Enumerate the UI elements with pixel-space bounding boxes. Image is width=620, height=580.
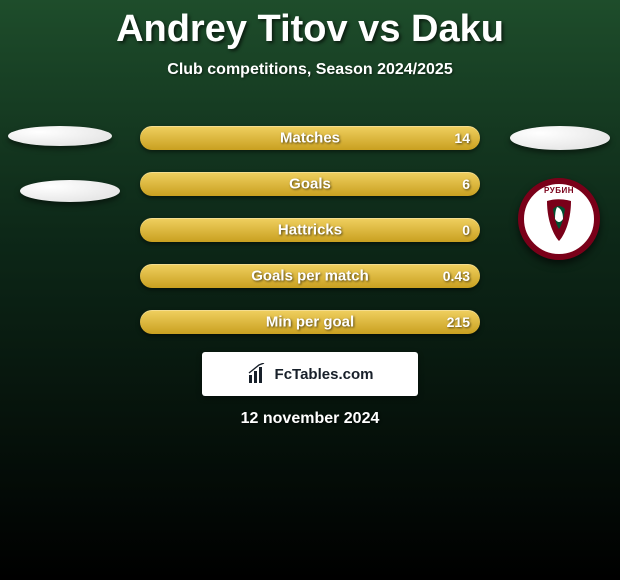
bar-chart-icon <box>247 363 269 385</box>
right-ellipse <box>510 126 610 150</box>
bar-value: 0 <box>462 222 470 238</box>
bar-label: Min per goal <box>266 314 354 331</box>
left-ellipse-2 <box>20 180 120 202</box>
page-title: Andrey Titov vs Daku <box>0 0 620 51</box>
club-badge: РУБИН <box>518 178 600 260</box>
bar-label: Hattricks <box>278 222 342 239</box>
subtitle: Club competitions, Season 2024/2025 <box>0 61 620 79</box>
bar-hattricks: Hattricks 0 <box>140 218 480 242</box>
date: 12 november 2024 <box>0 410 620 428</box>
bar-label: Goals per match <box>251 268 369 285</box>
stat-bars: Matches 14 Goals 6 Hattricks 0 Goals per… <box>140 126 480 356</box>
left-ellipse-1 <box>8 126 112 146</box>
bar-goals-per-match: Goals per match 0.43 <box>140 264 480 288</box>
bar-value: 215 <box>447 314 470 330</box>
bar-label: Goals <box>289 176 331 193</box>
bar-matches: Matches 14 <box>140 126 480 150</box>
club-crest-icon <box>529 189 589 249</box>
bar-value: 14 <box>454 130 470 146</box>
club-badge-text: РУБИН <box>524 186 594 195</box>
bar-min-per-goal: Min per goal 215 <box>140 310 480 334</box>
fctables-text: FcTables.com <box>275 366 374 383</box>
bar-value: 0.43 <box>443 268 470 284</box>
fctables-watermark: FcTables.com <box>202 352 418 396</box>
bar-value: 6 <box>462 176 470 192</box>
bar-goals: Goals 6 <box>140 172 480 196</box>
bar-label: Matches <box>280 130 340 147</box>
